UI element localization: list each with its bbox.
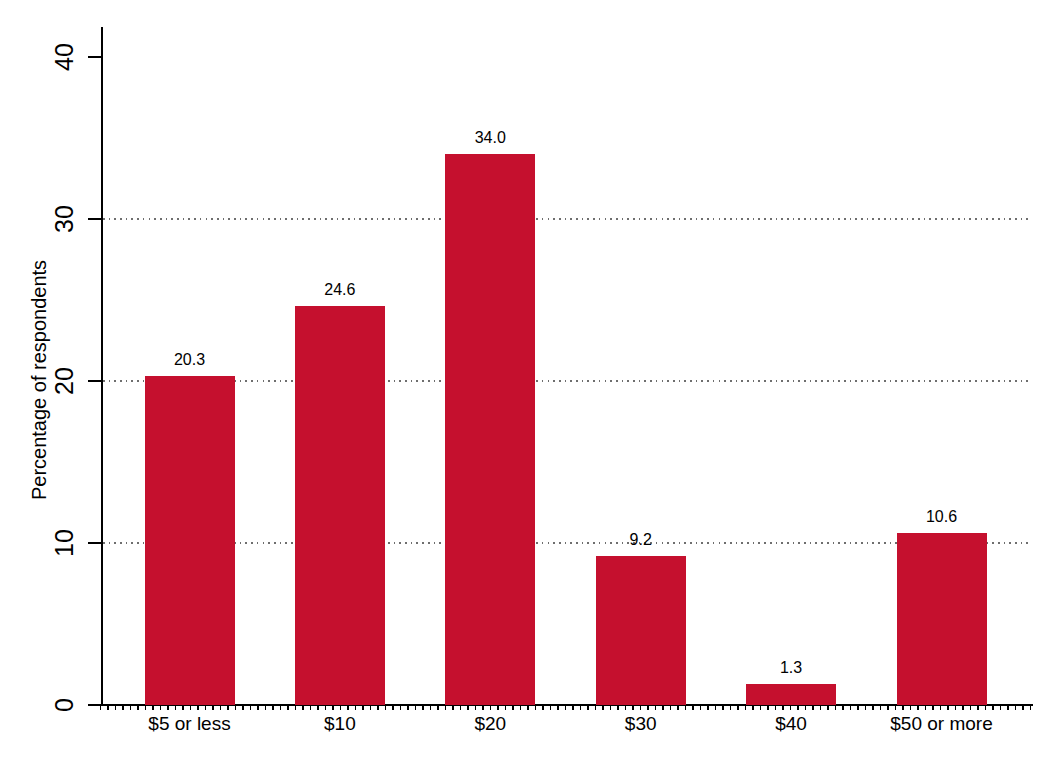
gridline [103,542,1030,544]
y-tick [88,704,101,706]
bar-value-label: 9.2 [591,530,691,550]
y-tick-label: 40 [52,43,77,71]
y-tick [88,218,101,220]
bar [295,306,385,705]
y-tick-label: 0 [52,698,77,712]
y-tick-label: 20 [52,367,77,395]
bar [746,684,836,705]
gridline [103,218,1030,220]
bar [445,154,535,705]
y-tick-label: 10 [52,529,77,557]
bar [145,376,235,705]
bar [596,556,686,705]
gridline [103,380,1030,382]
y-tick [88,56,101,58]
x-axis-minor-ticks [100,706,1033,710]
y-axis-title: Percentage of respondents [29,260,49,500]
x-tick-label: $50 or more [867,712,1017,736]
bar-value-label: 34.0 [440,128,540,148]
y-tick [88,542,101,544]
bar-value-label: 20.3 [140,350,240,370]
bar-value-label: 24.6 [290,280,390,300]
bar [897,533,987,705]
x-tick-label: $40 [716,712,866,736]
bar-value-label: 10.6 [892,507,992,527]
x-tick-label: $10 [265,712,415,736]
bar-value-label: 1.3 [741,658,841,678]
y-tick-label: 30 [52,205,77,233]
x-tick-label: $5 or less [115,712,265,736]
x-tick-label: $20 [415,712,565,736]
y-tick [88,380,101,382]
x-tick-label: $30 [566,712,716,736]
y-axis-line [101,27,103,706]
bar-chart-figure: Percentage of respondents 0 10 20 30 40 20.3… [0,0,1059,771]
